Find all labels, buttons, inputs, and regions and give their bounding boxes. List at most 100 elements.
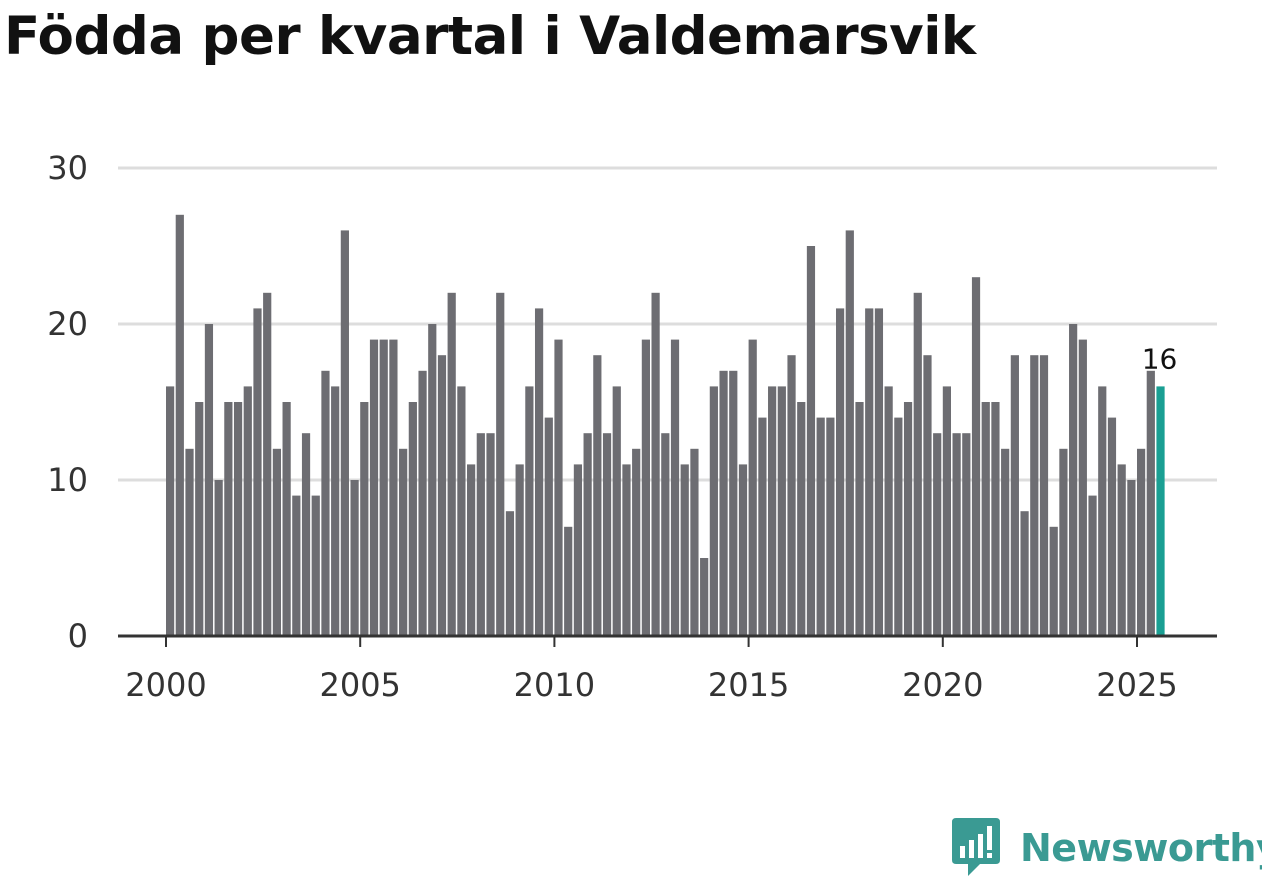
- bar: [331, 386, 340, 636]
- bar: [1039, 355, 1049, 636]
- bar: [292, 495, 301, 636]
- bar: [865, 308, 874, 636]
- x-tick-label: 2010: [514, 666, 595, 704]
- bar: [379, 339, 388, 636]
- bar: [1069, 324, 1078, 636]
- bar: [253, 308, 262, 636]
- bar: [233, 402, 243, 636]
- bar: [1107, 417, 1117, 636]
- bars: [166, 214, 1165, 637]
- bar: [787, 355, 796, 636]
- y-tick-label: 0: [68, 617, 88, 655]
- bar: [952, 433, 961, 636]
- bar: [738, 464, 748, 636]
- bar: [884, 386, 893, 636]
- bar: [544, 417, 553, 636]
- bar: [758, 417, 767, 636]
- bar: [1117, 464, 1126, 636]
- bar: [243, 386, 252, 636]
- bar: [457, 386, 466, 636]
- bar: [729, 370, 738, 636]
- bar: [632, 448, 641, 636]
- bar: [525, 386, 534, 636]
- bar: [700, 558, 709, 636]
- bar: [467, 464, 476, 636]
- bar: [991, 402, 1000, 636]
- x-tick-label: 2000: [125, 666, 206, 704]
- bar: [505, 511, 515, 636]
- bar: [515, 464, 524, 636]
- bar: [486, 433, 495, 636]
- bar: [1127, 480, 1136, 636]
- bar: [670, 339, 680, 636]
- bar: [476, 433, 485, 636]
- bar: [418, 370, 427, 636]
- bar: [593, 355, 602, 636]
- bar: [1059, 448, 1068, 636]
- y-axis-labels: 0 10 20 30: [47, 149, 88, 655]
- bar: [1078, 339, 1087, 636]
- bar: [321, 370, 330, 636]
- bar: [913, 292, 922, 636]
- bar: [855, 402, 864, 636]
- bar: [185, 448, 194, 636]
- bar: [845, 230, 854, 636]
- bar: [1137, 448, 1146, 636]
- bar: [282, 402, 291, 636]
- bar: [428, 324, 437, 636]
- chart-title: Födda per kvartal i Valdemarsvik: [4, 6, 976, 67]
- bar: [981, 402, 990, 636]
- bar: [408, 402, 417, 636]
- bar: [806, 246, 816, 636]
- bar: [874, 308, 884, 636]
- bar-latest: [1156, 386, 1165, 636]
- bar: [437, 355, 447, 636]
- bar: [195, 402, 204, 636]
- bar: [777, 386, 786, 636]
- x-tick-label: 2005: [319, 666, 400, 704]
- x-axis-labels: 2000 2005 2010 2015 2020 2025: [125, 666, 1177, 704]
- bar: [311, 495, 320, 636]
- bar: [651, 292, 660, 636]
- bar: [564, 526, 573, 636]
- bar: [1001, 448, 1010, 636]
- bar: [816, 417, 825, 636]
- bar: [583, 433, 592, 636]
- bar: [175, 214, 184, 637]
- bar: [971, 277, 981, 636]
- y-tick-label: 30: [47, 149, 88, 187]
- bar: [661, 433, 670, 636]
- bar: [389, 339, 398, 636]
- bar: [933, 433, 942, 636]
- newsworthy-logo-icon: [952, 818, 1000, 876]
- bar: [748, 339, 757, 636]
- bar: [1030, 355, 1039, 636]
- bar: [263, 292, 272, 636]
- bar: [835, 308, 845, 636]
- bar: [340, 230, 349, 636]
- bar: [554, 339, 563, 636]
- brand-name: Newsworthy: [1020, 826, 1262, 870]
- bar: [573, 464, 583, 636]
- bar: [350, 480, 359, 636]
- bar: [903, 402, 913, 636]
- x-tick-label: 2015: [708, 666, 789, 704]
- bar: [369, 339, 379, 636]
- bar: [447, 292, 456, 636]
- last-bar-value-label: 16: [1142, 342, 1178, 375]
- bar: [399, 448, 408, 636]
- bar: [224, 402, 233, 636]
- bar: [923, 355, 932, 636]
- bar: [612, 386, 621, 636]
- bar: [214, 480, 223, 636]
- y-tick-label: 20: [47, 305, 88, 343]
- bar: [1098, 386, 1107, 636]
- bar: [1010, 355, 1019, 636]
- bar: [768, 386, 777, 636]
- x-axis-ticks: [165, 636, 1138, 647]
- bar: [894, 417, 903, 636]
- bar: [797, 402, 806, 636]
- bar: [680, 464, 689, 636]
- bar: [1020, 511, 1029, 636]
- bar: [360, 402, 369, 636]
